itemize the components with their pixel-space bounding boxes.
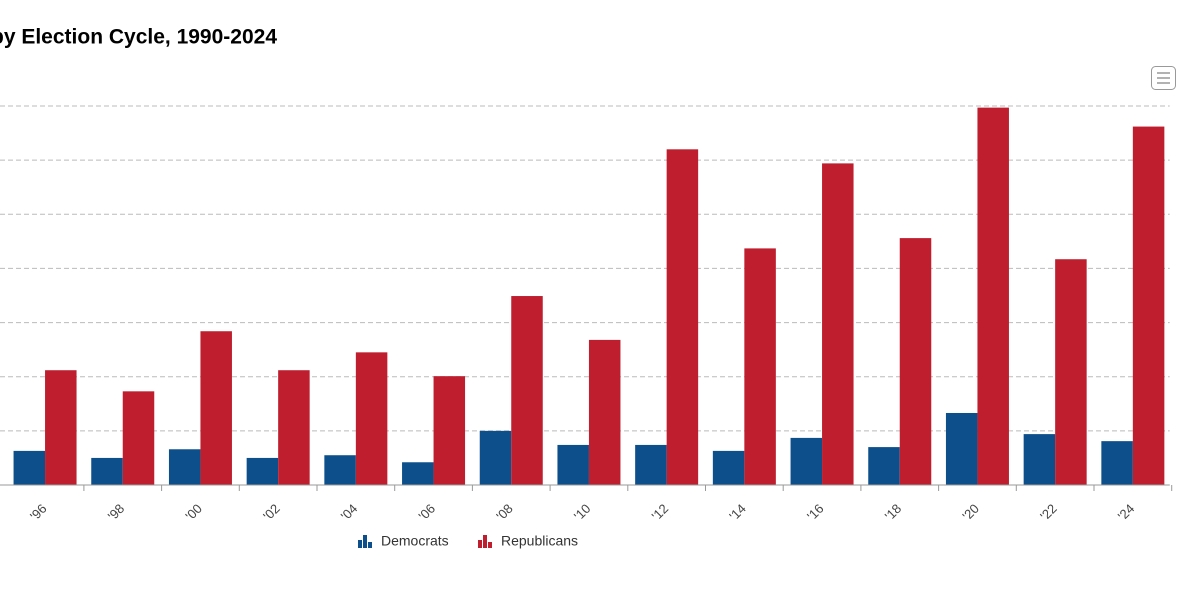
legend-icon [488, 542, 492, 548]
bar [168, 449, 201, 485]
legend-label: Republicans [501, 533, 578, 549]
x-tick-label: '18 [882, 501, 905, 524]
x-tick-label: '10 [571, 501, 594, 524]
bar [945, 412, 978, 485]
legend-icon [358, 540, 362, 548]
legend-icon [483, 535, 487, 548]
bar [278, 370, 310, 485]
bar [899, 238, 932, 485]
bar [588, 339, 621, 485]
bar [324, 455, 356, 485]
bar [13, 450, 46, 485]
x-tick-label: '24 [1115, 501, 1138, 524]
bar [200, 331, 232, 485]
bar [666, 149, 699, 486]
legend-label: Democrats [381, 533, 449, 549]
x-tick-label: '98 [105, 501, 128, 524]
x-tick-label: '04 [338, 501, 361, 524]
bar [712, 450, 745, 485]
x-tick-label: '08 [493, 501, 516, 524]
bar [246, 457, 279, 485]
bar [868, 447, 900, 485]
chart-title: by Election Cycle, 1990-2024 [0, 26, 277, 49]
x-tick-label: '02 [260, 501, 283, 524]
bar [822, 163, 854, 486]
x-tick-label: '12 [649, 501, 672, 524]
bar [355, 352, 388, 485]
legend-item[interactable]: Democrats [358, 533, 449, 549]
bar [122, 391, 155, 485]
x-tick-label: '06 [416, 501, 439, 524]
legend-item[interactable]: Republicans [478, 533, 578, 549]
x-tick-label: '14 [726, 501, 749, 524]
bar [744, 248, 776, 485]
bar [479, 430, 512, 485]
x-tick-label: '20 [959, 501, 982, 524]
bar [1055, 259, 1087, 485]
x-tick-label: '96 [27, 501, 50, 524]
bar [557, 444, 589, 485]
bar [91, 457, 123, 485]
bar [511, 296, 543, 485]
x-tick-label: '16 [804, 501, 827, 524]
bar [1101, 441, 1133, 485]
bar [402, 462, 434, 485]
x-tick-label: '00 [182, 501, 205, 524]
bar [790, 437, 823, 485]
x-tick-label: '22 [1037, 501, 1060, 524]
bar [1023, 434, 1056, 485]
bar [45, 370, 77, 485]
bar [433, 376, 466, 485]
legend-icon [478, 540, 482, 548]
bar [635, 444, 667, 485]
bar [977, 107, 1009, 486]
menu-button[interactable] [1151, 66, 1176, 90]
legend-icon [363, 535, 367, 548]
bar [1132, 126, 1165, 486]
legend-icon [368, 542, 372, 548]
